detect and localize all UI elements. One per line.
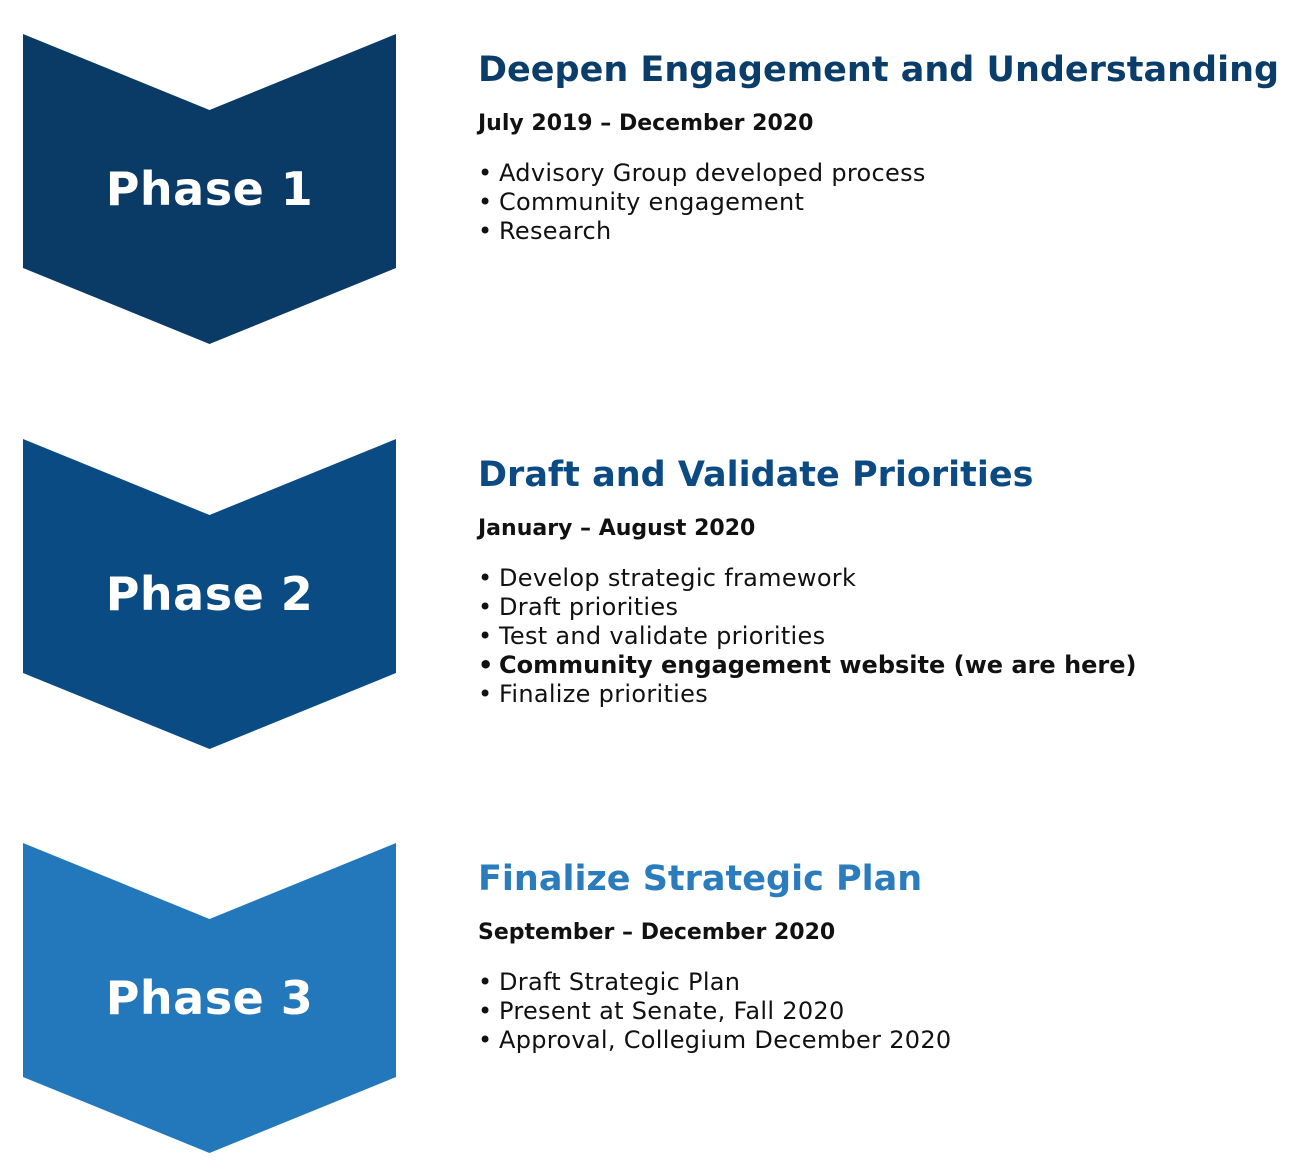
phase-3-label: Phase 3 [105,971,314,1025]
bullet-dot-icon: • [478,680,493,708]
phase-1-dates: July 2019 – December 2020 [478,111,814,136]
phase-3-bullets: • Draft Strategic Plan • Present at Senate,… [478,968,1298,1055]
phase-3-chevron [23,843,396,1153]
bullet-dot-icon: • [478,651,494,679]
bullet-item: • Develop strategic framework [478,564,1298,593]
bullet-item: • Research [478,217,1298,246]
phase-1-title: Deepen Engagement and Understanding [478,50,1280,90]
phase-2-chevron [23,439,396,749]
phase-1-content: Deepen Engagement and Understanding July… [478,48,1298,246]
phase-3-dates: September – December 2020 [478,920,836,945]
phase-1-bullets: • Advisory Group developed process • Commun… [478,159,1298,246]
bullet-item: • Finalize priorities [478,680,1298,709]
bullet-text: Research [499,217,612,245]
phase-2-chevron-shape [23,439,396,749]
bullet-text: Approval, Collegium December 2020 [499,1026,952,1054]
bullet-text: Present at Senate, Fall 2020 [499,997,845,1025]
bullet-dot-icon: • [478,159,493,187]
phase-3-chevron-shape [23,843,396,1153]
bullet-item: • Draft Strategic Plan [478,968,1298,997]
bullet-item: • Present at Senate, Fall 2020 [478,997,1298,1026]
bullet-text: Community engagement website (we are her… [499,651,1137,679]
bullet-item: • Draft priorities [478,593,1298,622]
bullet-text: Community engagement [499,188,805,216]
phase-3-title: Finalize Strategic Plan [478,859,923,899]
bullet-dot-icon: • [478,1026,493,1054]
phase-3-content: Finalize Strategic Plan September – Dece… [478,857,1298,1055]
bullet-text: Test and validate priorities [499,622,826,650]
bullet-text: Advisory Group developed process [499,159,926,187]
bullet-text: Develop strategic framework [499,564,857,592]
phase-2-label: Phase 2 [105,567,314,621]
bullet-dot-icon: • [478,188,493,216]
phase-1: Phase 1 Deepen Engagement and Understand… [0,34,1306,354]
phase-2-dates: January – August 2020 [478,516,756,541]
bullet-text: Finalize priorities [499,680,709,708]
phase-1-chevron-shape [23,34,396,344]
bullet-item: • Advisory Group developed process [478,159,1298,188]
bullet-item: • Approval, Collegium December 2020 [478,1026,1298,1055]
phase-2-content: Draft and Validate Priorities January – … [478,453,1298,709]
phase-2-bullets: • Develop strategic framework • Draft prior… [478,564,1298,709]
bullet-dot-icon: • [478,622,493,650]
phase-1-label: Phase 1 [105,162,314,216]
bullet-dot-icon: • [478,564,493,592]
bullet-dot-icon: • [478,968,493,996]
bullet-dot-icon: • [478,593,493,621]
phase-2: Phase 2 Draft and Validate Priorities Ja… [0,439,1306,759]
phase-1-chevron [23,34,396,344]
bullet-dot-icon: • [478,997,493,1025]
bullet-text: Draft Strategic Plan [499,968,741,996]
phase-2-title: Draft and Validate Priorities [478,455,1034,495]
bullet-item: • Community engagement website (we are he… [478,651,1298,680]
bullet-dot-icon: • [478,217,493,245]
phase-3: Phase 3 Finalize Strategic Plan Septembe… [0,843,1306,1163]
bullet-text: Draft priorities [499,593,679,621]
bullet-item: • Test and validate priorities [478,622,1298,651]
bullet-item: • Community engagement [478,188,1298,217]
